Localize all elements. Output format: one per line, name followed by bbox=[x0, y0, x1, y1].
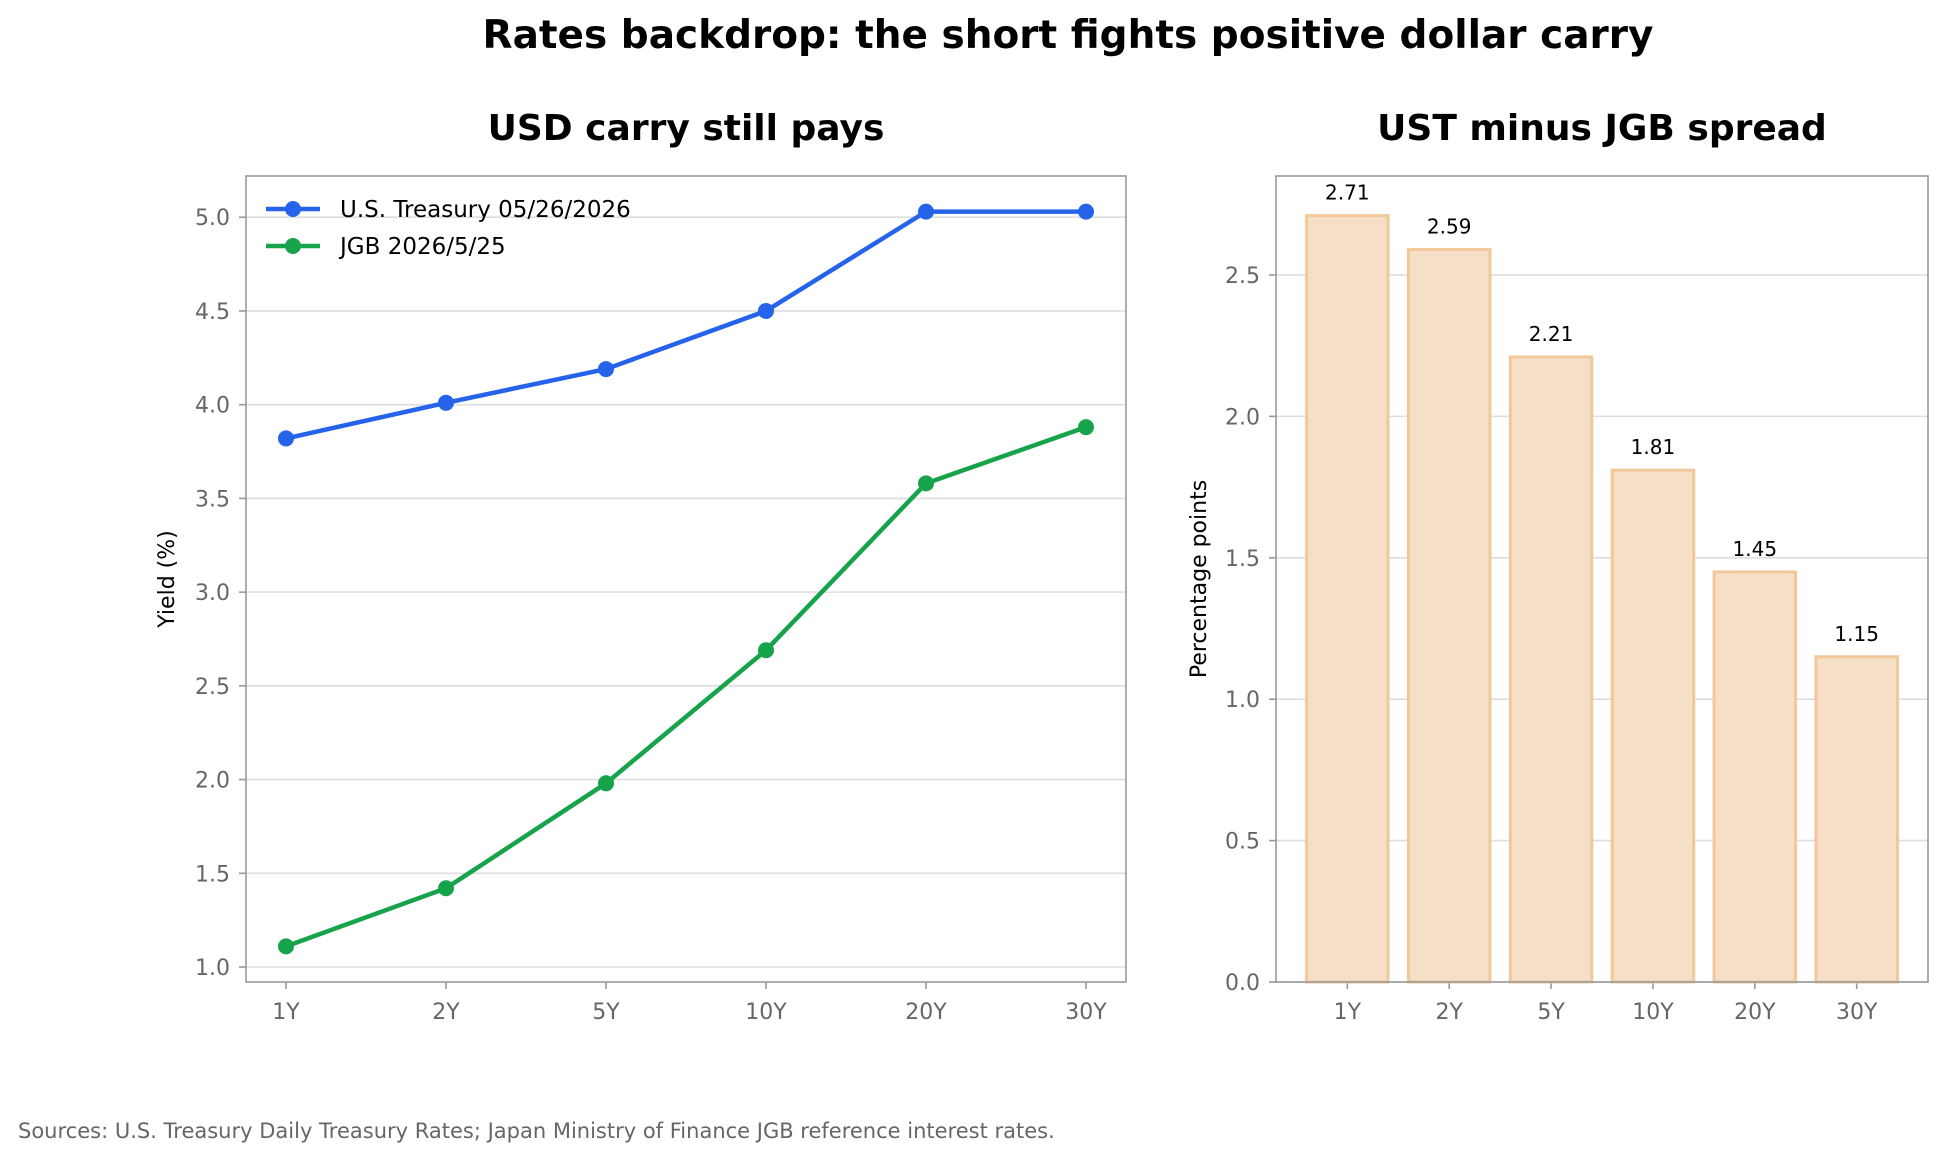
bar-value-label-10y: 1.81 bbox=[1631, 435, 1676, 459]
legend-label: JGB 2026/5/25 bbox=[338, 234, 506, 260]
left-chart-title: USD carry still pays bbox=[488, 108, 885, 149]
left-y-axis-label: Yield (%) bbox=[155, 530, 180, 628]
series-u-s-treasury-05-26-2026 bbox=[278, 203, 1094, 447]
bar-value-label-1y: 2.71 bbox=[1325, 181, 1370, 205]
right-xtick-label-1y: 1Y bbox=[1334, 1000, 1362, 1025]
left-xtick-label-1y: 1Y bbox=[272, 1000, 300, 1025]
left-xtick-label-20y: 20Y bbox=[905, 1000, 947, 1025]
left-ytick-label-5-0: 5.0 bbox=[195, 206, 230, 231]
series-line-u-s-treasury-05-26-2026 bbox=[285, 209, 1086, 441]
bar-value-label-5y: 2.21 bbox=[1529, 322, 1574, 346]
data-point-u-s-treasury-05-26-2026-2y bbox=[438, 394, 454, 411]
data-point-u-s-treasury-05-26-2026-1y bbox=[278, 430, 294, 447]
right-ytick-label-0-0: 0.0 bbox=[1225, 971, 1260, 996]
bar-30y bbox=[1814, 655, 1899, 984]
data-point-jgb-2026-5-25-1y bbox=[278, 938, 294, 955]
right-xtick-label-2y: 2Y bbox=[1435, 1000, 1463, 1025]
bar-2y bbox=[1406, 248, 1492, 984]
series-line-jgb-2026-5-25 bbox=[285, 425, 1087, 949]
left-ytick-label-4-0: 4.0 bbox=[195, 394, 230, 419]
series-jgb-2026-5-25 bbox=[278, 419, 1094, 955]
legend-swatch-marker bbox=[285, 238, 301, 254]
data-point-u-s-treasury-05-26-2026-10y bbox=[758, 302, 774, 319]
right-ytick-label-0-5: 0.5 bbox=[1225, 830, 1260, 855]
legend-entry-jgb-2026-5-25: JGB 2026/5/25 bbox=[266, 234, 506, 260]
bar-20y bbox=[1712, 570, 1798, 984]
legend-swatch-marker bbox=[285, 201, 301, 217]
figure-title: Rates backdrop: the short fights positiv… bbox=[483, 13, 1654, 58]
bar-1y bbox=[1305, 214, 1390, 984]
left-ytick-label-3-0: 3.0 bbox=[195, 581, 230, 606]
left-legend: U.S. Treasury 05/26/2026 JGB 2026/5/25 bbox=[266, 197, 631, 260]
data-point-u-s-treasury-05-26-2026-5y bbox=[598, 361, 614, 378]
bar-10y bbox=[1610, 468, 1696, 984]
bar-value-label-20y: 1.45 bbox=[1733, 537, 1778, 561]
data-point-jgb-2026-5-25-30y bbox=[1078, 419, 1094, 436]
left-ytick-label-3-5: 3.5 bbox=[195, 487, 230, 512]
left-xtick-label-30y: 30Y bbox=[1065, 1000, 1107, 1025]
legend-label: U.S. Treasury 05/26/2026 bbox=[340, 197, 631, 223]
left-series-layer bbox=[278, 203, 1094, 955]
right-axis-ticks: 0.0 0.5 1.0 1.5 2.0 2.5 1Y 2Y 5Y 10Y 20Y 30Y bbox=[1225, 264, 1878, 1025]
source-note: Sources: U.S. Treasury Daily Treasury Ra… bbox=[18, 1119, 1055, 1143]
left-axis-ticks: 1.0 1.5 2.0 2.5 3.0 3.5 4.0 4.5 5.0 1Y 2Y 5Y 10Y 20Y 3… bbox=[195, 206, 1107, 1025]
right-xtick-label-10y: 10Y bbox=[1632, 1000, 1674, 1025]
bar-5y bbox=[1508, 355, 1594, 984]
data-point-jgb-2026-5-25-2y bbox=[438, 880, 454, 897]
right-xtick-label-5y: 5Y bbox=[1537, 1000, 1565, 1025]
left-ytick-label-2-0: 2.0 bbox=[195, 769, 230, 794]
left-ytick-label-4-5: 4.5 bbox=[195, 300, 230, 325]
left-ytick-label-1-5: 1.5 bbox=[195, 862, 230, 887]
left-gridlines bbox=[246, 216, 1126, 968]
bar-value-label-2y: 2.59 bbox=[1427, 215, 1472, 239]
data-point-u-s-treasury-05-26-2026-30y bbox=[1078, 203, 1094, 220]
right-ytick-label-1-0: 1.0 bbox=[1225, 688, 1260, 713]
right-ytick-label-2-5: 2.5 bbox=[1225, 264, 1260, 289]
right-xtick-label-30y: 30Y bbox=[1836, 1000, 1878, 1025]
data-point-jgb-2026-5-25-20y bbox=[918, 475, 934, 492]
left-xtick-label-5y: 5Y bbox=[592, 1000, 620, 1025]
data-point-jgb-2026-5-25-5y bbox=[598, 775, 614, 792]
left-ytick-label-1-0: 1.0 bbox=[195, 956, 230, 981]
right-ytick-label-2-0: 2.0 bbox=[1225, 405, 1260, 430]
left-plot-frame bbox=[245, 175, 1127, 983]
right-ytick-label-1-5: 1.5 bbox=[1225, 547, 1260, 572]
right-bar-chart: UST minus JGB spread Percentage points 0… bbox=[1187, 108, 1929, 1025]
legend-entry-u-s-treasury-05-26-2026: U.S. Treasury 05/26/2026 bbox=[266, 197, 631, 223]
left-line-chart: USD carry still pays Yield (%) 1.0 1.5 2.0… bbox=[155, 108, 1127, 1025]
left-ytick-label-2-5: 2.5 bbox=[195, 675, 230, 700]
bar-value-label-30y: 1.15 bbox=[1834, 622, 1879, 646]
left-xtick-label-10y: 10Y bbox=[745, 1000, 787, 1025]
right-bars-layer: 2.71 2.59 2.21 1.81 1.45 1.15 bbox=[1305, 181, 1899, 984]
data-point-jgb-2026-5-25-10y bbox=[758, 642, 774, 659]
right-xtick-label-20y: 20Y bbox=[1734, 1000, 1776, 1025]
right-plot-frame bbox=[1275, 175, 1929, 983]
data-point-u-s-treasury-05-26-2026-20y bbox=[918, 203, 934, 220]
left-xtick-label-2y: 2Y bbox=[432, 1000, 460, 1025]
right-y-axis-label: Percentage points bbox=[1187, 480, 1212, 678]
right-chart-title: UST minus JGB spread bbox=[1377, 108, 1827, 149]
